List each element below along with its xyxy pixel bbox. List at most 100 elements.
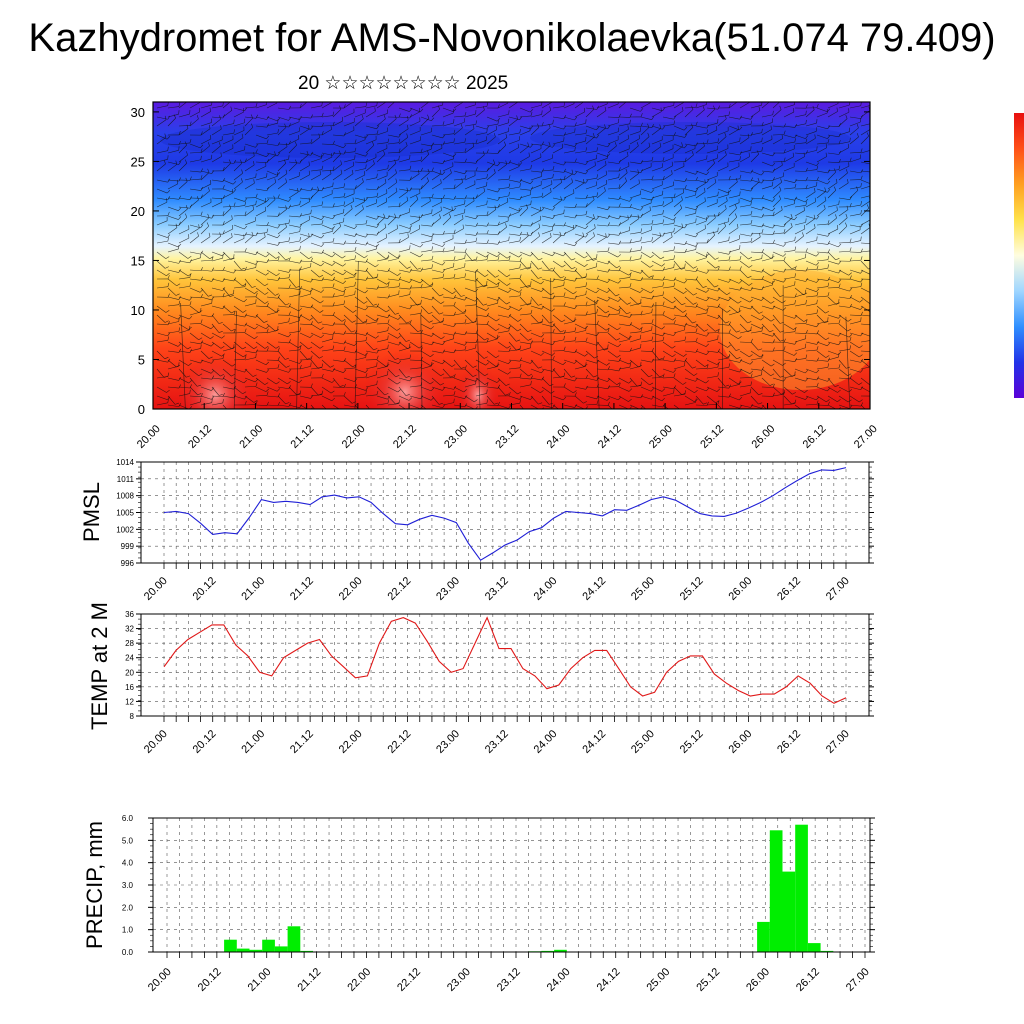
wind-barb bbox=[189, 118, 199, 127]
wind-barb-flag bbox=[220, 152, 222, 157]
wind-barb-flag bbox=[661, 263, 665, 267]
wind-barb-flag bbox=[538, 223, 541, 228]
wind-barb bbox=[354, 152, 366, 157]
wind-barb-flag bbox=[814, 134, 816, 139]
wind-barb-flag bbox=[838, 200, 840, 205]
wind-barb-flag bbox=[574, 146, 576, 151]
wind-barb-flag bbox=[640, 206, 644, 211]
wind-barb bbox=[299, 165, 310, 172]
wind-barb bbox=[827, 204, 839, 208]
wind-barb bbox=[189, 251, 201, 255]
pmsl-ylabel: PMSL bbox=[79, 482, 104, 542]
wind-barb bbox=[761, 170, 773, 173]
wind-barb-flag bbox=[486, 149, 489, 154]
wind-barb bbox=[497, 226, 507, 235]
wind-barb bbox=[596, 224, 608, 227]
wind-barb-flag bbox=[723, 222, 727, 227]
wind-barb bbox=[761, 257, 773, 262]
wind-barb bbox=[640, 166, 652, 172]
wind-barb bbox=[794, 269, 806, 272]
pmsl-xtick-label: 20.12 bbox=[191, 575, 219, 603]
wind-barb-flag bbox=[308, 125, 310, 130]
wind-barb-flag bbox=[419, 254, 423, 258]
wind-barb bbox=[816, 188, 828, 193]
wind-barb-flag bbox=[673, 219, 676, 224]
wind-barb bbox=[695, 215, 707, 220]
wind-barb bbox=[277, 173, 288, 181]
wind-barb bbox=[585, 109, 595, 118]
wind-barb bbox=[233, 181, 243, 190]
wind-barb-flag bbox=[427, 168, 430, 173]
wind-barb bbox=[178, 228, 190, 235]
wind-barb-flag bbox=[640, 236, 642, 241]
wind-barb-flag bbox=[647, 132, 650, 137]
wind-barb bbox=[519, 233, 531, 236]
wind-barb-flag bbox=[673, 115, 677, 120]
wind-barb-flag bbox=[332, 166, 335, 171]
wind-barb-flag bbox=[695, 245, 697, 250]
wind-barb bbox=[860, 135, 869, 145]
wind-barb bbox=[354, 174, 365, 181]
wind-barb bbox=[310, 223, 322, 226]
wind-barb-flag bbox=[426, 177, 429, 182]
wind-barb bbox=[860, 250, 870, 253]
wind-barb-flag bbox=[494, 205, 497, 210]
wind-barb bbox=[398, 128, 409, 136]
wind-barb-flag bbox=[750, 115, 754, 120]
wind-barb-flag bbox=[794, 216, 798, 221]
wind-barb bbox=[167, 260, 179, 264]
wind-barb-flag bbox=[406, 133, 409, 138]
wind-barb bbox=[365, 145, 375, 154]
wind-barb-flag bbox=[585, 161, 589, 165]
wind-barb-flag bbox=[431, 117, 435, 121]
wind-barb-flag bbox=[387, 164, 389, 169]
wind-barb-flag bbox=[244, 248, 247, 253]
wind-barb-flag bbox=[530, 112, 533, 117]
wind-barb-flag bbox=[684, 144, 688, 149]
wind-barb-flag bbox=[783, 256, 786, 261]
wind-barb bbox=[541, 123, 553, 127]
wind-barb bbox=[486, 259, 498, 262]
wind-barb bbox=[475, 106, 487, 109]
wind-barb bbox=[376, 182, 387, 190]
wind-barb-flag bbox=[167, 211, 170, 216]
wind-barb-flag bbox=[365, 134, 369, 139]
wind-barb bbox=[299, 236, 310, 244]
wind-barb bbox=[651, 107, 663, 112]
wind-barb bbox=[343, 233, 355, 237]
wind-barb bbox=[244, 267, 256, 271]
wind-barb bbox=[167, 117, 176, 127]
wind-barb-flag bbox=[508, 175, 511, 180]
wind-barb bbox=[387, 118, 397, 127]
wind-barb-flag bbox=[307, 97, 308, 101]
wind-barb bbox=[453, 102, 464, 109]
wind-barb bbox=[552, 197, 564, 201]
wind-barb-flag bbox=[695, 103, 698, 108]
wind-barb bbox=[706, 158, 718, 163]
wind-barb bbox=[508, 206, 520, 212]
wind-barb bbox=[574, 214, 586, 217]
wind-barb-flag bbox=[537, 123, 540, 128]
wind-barb bbox=[629, 173, 639, 181]
wind-barb-flag bbox=[659, 124, 662, 129]
wind-barb bbox=[640, 223, 652, 226]
wind-barb bbox=[706, 107, 718, 110]
wind-barb bbox=[178, 197, 190, 200]
wind-barb bbox=[772, 109, 782, 118]
wind-barb-flag bbox=[805, 198, 809, 203]
wind-barb bbox=[805, 227, 816, 235]
wind-barb-flag bbox=[508, 256, 511, 261]
wind-barb-flag bbox=[493, 133, 496, 138]
wind-barb bbox=[189, 199, 199, 208]
wind-barb-flag bbox=[640, 108, 644, 112]
wind-barb-flag bbox=[815, 253, 820, 257]
wind-barb-flag bbox=[638, 179, 640, 184]
wind-barb-flag bbox=[200, 224, 204, 229]
wind-barb-flag bbox=[833, 186, 837, 191]
wind-barb-flag bbox=[868, 268, 870, 270]
wind-barb bbox=[673, 102, 684, 109]
wind-barb-flag bbox=[340, 169, 343, 174]
wind-barb bbox=[266, 269, 277, 277]
wind-barb-flag bbox=[816, 165, 819, 170]
